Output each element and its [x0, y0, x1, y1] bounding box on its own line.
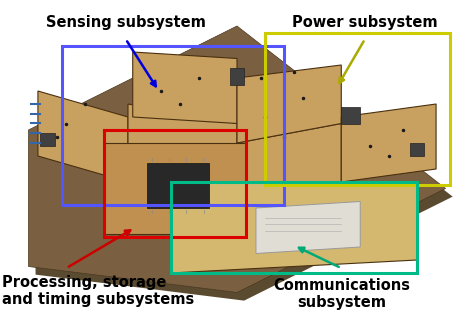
Bar	[410, 143, 424, 156]
Polygon shape	[237, 124, 341, 202]
Polygon shape	[38, 91, 128, 182]
Polygon shape	[256, 202, 360, 254]
Polygon shape	[171, 182, 417, 273]
Text: Sensing subsystem: Sensing subsystem	[46, 15, 206, 30]
Text: Communications
subsystem: Communications subsystem	[273, 278, 410, 310]
Text: Power subsystem: Power subsystem	[292, 15, 438, 30]
Bar	[230, 68, 244, 84]
Polygon shape	[147, 162, 209, 208]
Polygon shape	[28, 26, 446, 292]
Bar	[40, 133, 55, 146]
Polygon shape	[237, 65, 341, 143]
Polygon shape	[341, 104, 436, 182]
Polygon shape	[104, 143, 246, 234]
Bar	[341, 107, 360, 124]
Polygon shape	[133, 52, 237, 124]
Polygon shape	[128, 104, 237, 202]
Text: Processing, storage
and timing subsystems: Processing, storage and timing subsystem…	[2, 275, 195, 307]
Polygon shape	[36, 34, 453, 301]
